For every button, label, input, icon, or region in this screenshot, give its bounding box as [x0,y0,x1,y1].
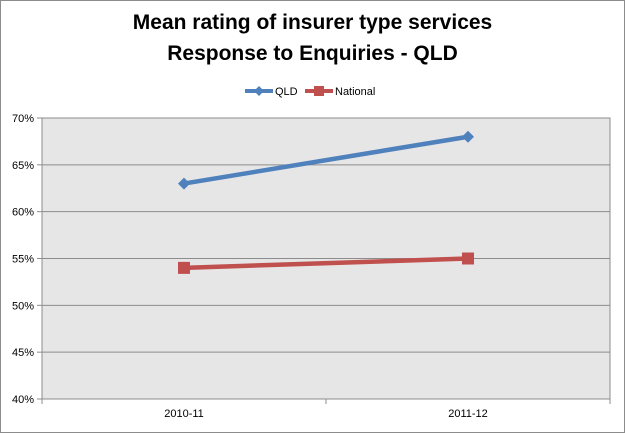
legend-marker-square [314,86,324,96]
x-tick-label: 2011-12 [448,408,488,420]
legend-item-national: National [305,86,375,98]
gridlines [42,117,610,400]
series-group [178,130,474,274]
legend: QLD National [245,86,375,98]
data-point-diamond [178,177,190,190]
y-tick-label: 60% [12,207,34,219]
x-tick-label: 2010-11 [164,408,204,420]
chart-title: Mean rating of insurer type services [132,11,493,34]
legend-label: QLD [275,86,298,98]
series-national [178,252,474,274]
legend-label: National [335,86,375,98]
y-tick-label: 65% [12,160,34,172]
data-point-diamond [462,130,474,143]
series-line [183,134,469,186]
x-axis: 2010-11 2011-12 [41,399,611,420]
series-qld [178,130,474,190]
y-tick-label: 55% [12,254,34,266]
data-point-square [178,261,190,274]
legend-marker-diamond [254,86,264,96]
y-tick-label: 45% [12,347,34,359]
legend-item-qld: QLD [245,86,298,98]
y-tick-label: 40% [12,394,34,406]
y-axis: 40% 45% 50% 55% 60% 65% 70% [12,113,42,406]
data-point-square [462,252,474,265]
y-tick-label: 50% [12,300,34,312]
series-line [183,256,469,271]
y-tick-label: 70% [12,113,34,125]
chart-subtitle: Response to Enquiries - QLD [167,42,458,65]
